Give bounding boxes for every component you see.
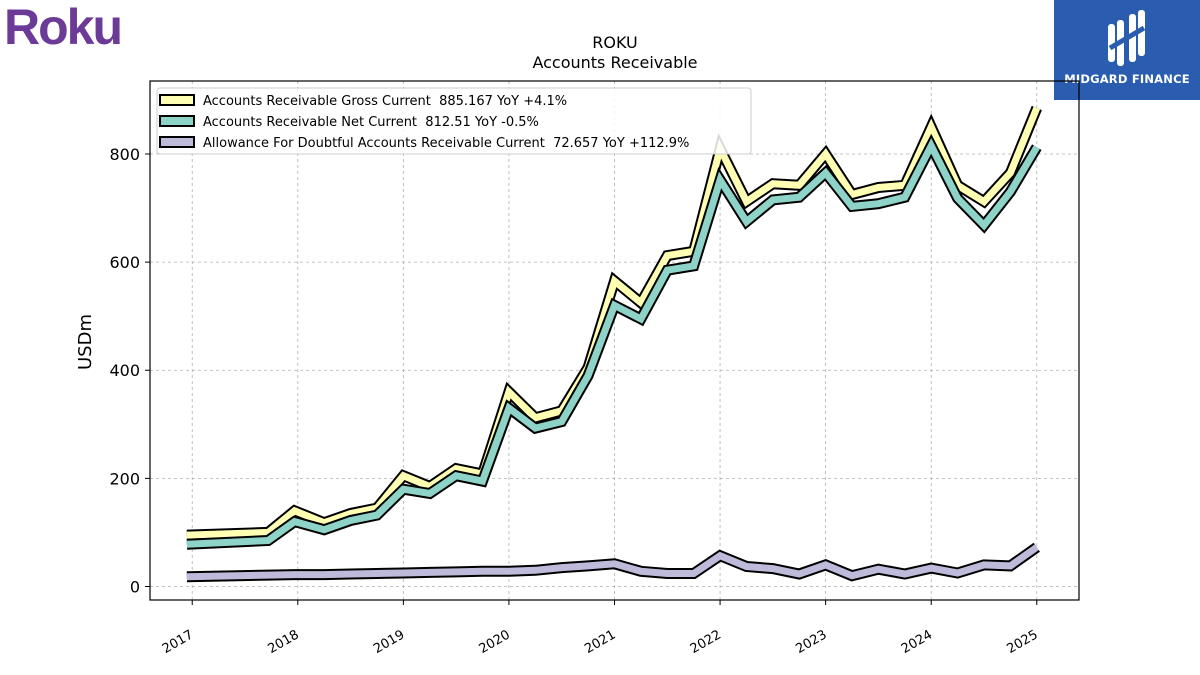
x-tick-label: 2021: [582, 627, 618, 657]
x-tick-label: 2017: [160, 627, 196, 657]
series-lines: [186, 105, 1042, 583]
publisher-name: MIDGARD FINANCE: [1064, 72, 1190, 86]
legend: Accounts Receivable Gross Current 885.16…: [156, 87, 752, 155]
y-tick-label: 600: [109, 253, 140, 272]
series-line-outline: [186, 133, 1042, 550]
y-tick-label: 0: [130, 577, 140, 596]
x-tick-label: 2018: [266, 627, 302, 657]
x-tick-label: 2019: [371, 627, 407, 657]
legend-swatch: [159, 94, 195, 106]
roku-logo: Roku: [4, 0, 123, 55]
legend-swatch: [159, 115, 195, 127]
x-tick-label: 2022: [688, 627, 724, 657]
series-line: [186, 138, 1040, 548]
series-line: [186, 544, 1039, 581]
midgard-logo-icon: [1108, 10, 1146, 66]
series-3: [186, 542, 1040, 583]
y-axis-label: USDm: [75, 314, 96, 370]
x-tick-label: 2020: [477, 627, 513, 657]
legend-label: Accounts Receivable Net Current 812.51 Y…: [203, 115, 539, 130]
chart-title: ROKU: [592, 33, 637, 52]
legend-swatch: [159, 136, 195, 148]
y-tick-label: 400: [109, 361, 140, 380]
legend-label: Accounts Receivable Gross Current 885.16…: [203, 94, 567, 109]
x-tick-label: 2023: [793, 627, 829, 657]
x-tick-label: 2025: [1004, 627, 1040, 657]
publisher-badge: MIDGARD FINANCE: [1054, 0, 1200, 100]
legend-box: [156, 87, 752, 155]
series-2: [186, 133, 1042, 550]
legend-label: Allowance For Doubtful Accounts Receivab…: [203, 136, 689, 151]
y-tick-label: 200: [109, 469, 140, 488]
y-tick-label: 800: [109, 145, 140, 164]
x-tick-label: 2024: [899, 627, 935, 657]
chart-subtitle: Accounts Receivable: [532, 53, 697, 72]
